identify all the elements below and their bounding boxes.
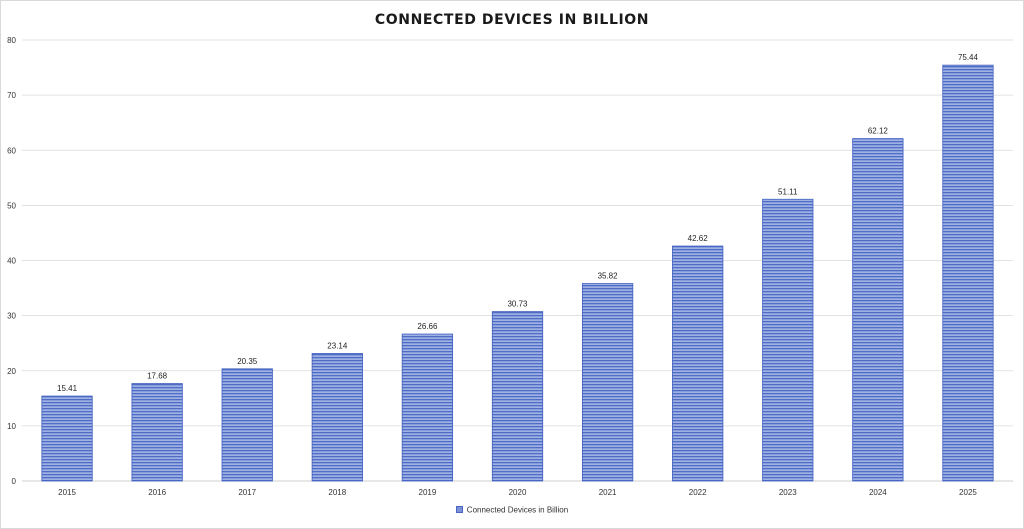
bar (41, 395, 93, 482)
y-tick-label: 20 (7, 367, 16, 376)
legend-label: Connected Devices in Billion (466, 505, 569, 515)
bar-value-label: 62.12 (868, 127, 889, 136)
bar (401, 333, 454, 482)
bar-value-label: 15.41 (57, 384, 78, 393)
bar-value-label: 26.66 (417, 322, 438, 331)
bar-value-label: 23.14 (327, 341, 348, 350)
x-tick-label: 2024 (869, 488, 887, 497)
bar (762, 198, 814, 482)
bar (221, 368, 273, 482)
chart-title: CONNECTED DEVICES IN BILLION (374, 12, 650, 28)
chart-legend: Connected Devices in Billion (0, 505, 1024, 514)
bar (311, 353, 363, 482)
bar-value-label: 35.82 (598, 272, 619, 281)
bar-value-label: 17.68 (147, 372, 168, 381)
x-tick-label: 2019 (419, 488, 437, 497)
bar (491, 311, 544, 482)
x-tick-label: 2022 (689, 488, 707, 497)
y-tick-label: 80 (7, 36, 16, 45)
x-tick-label: 2017 (238, 488, 256, 497)
bar (131, 383, 183, 482)
x-tick-label: 2021 (599, 488, 617, 497)
y-tick-label: 30 (7, 312, 16, 321)
y-tick-label: 50 (7, 201, 16, 210)
bar-value-label: 42.62 (688, 234, 709, 243)
bar-value-label: 20.35 (237, 357, 258, 366)
bar (581, 283, 634, 482)
y-tick-label: 70 (7, 91, 16, 100)
x-tick-label: 2015 (58, 488, 76, 497)
y-tick-label: 60 (7, 146, 16, 155)
y-tick-label: 10 (7, 422, 16, 431)
y-tick-label: 40 (7, 257, 16, 266)
bar (852, 138, 904, 482)
bar (672, 245, 724, 482)
legend-swatch (455, 506, 463, 514)
x-tick-label: 2018 (328, 488, 346, 497)
x-tick-label: 2020 (509, 488, 527, 497)
bar (942, 64, 994, 482)
x-tick-label: 2025 (959, 488, 977, 497)
x-tick-label: 2023 (779, 488, 797, 497)
y-tick-label: 0 (12, 477, 17, 486)
bar-value-label: 51.11 (778, 187, 798, 196)
bar-value-label: 75.44 (958, 53, 979, 62)
bar-value-label: 30.73 (507, 300, 528, 309)
x-tick-label: 2016 (148, 488, 166, 497)
